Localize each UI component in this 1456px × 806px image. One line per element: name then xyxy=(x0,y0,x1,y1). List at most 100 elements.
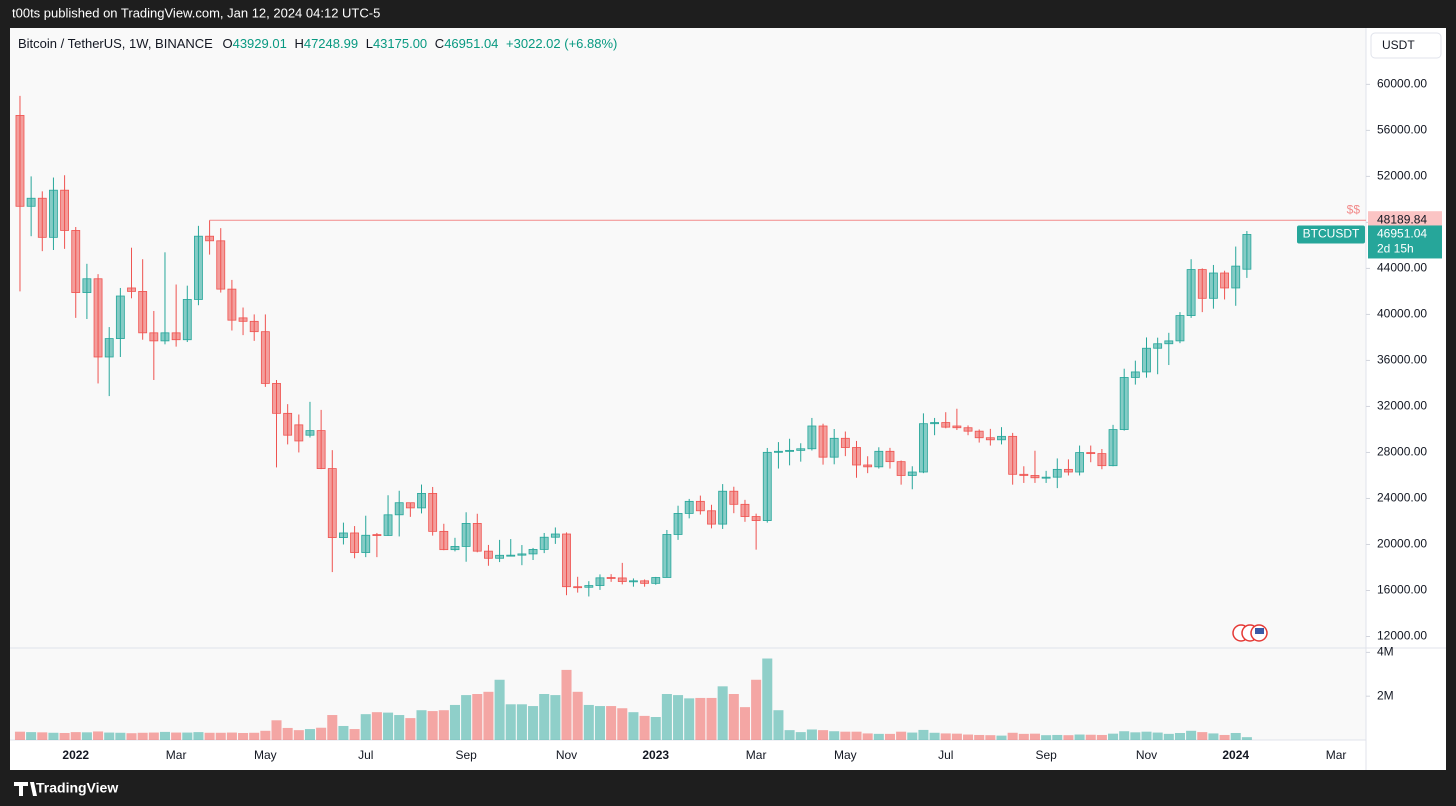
legend-title: Bitcoin / TetherUS, 1W, BINANCE xyxy=(18,36,213,51)
volume-bar xyxy=(1041,735,1052,740)
volume-bar xyxy=(171,732,182,740)
volume-bar xyxy=(539,694,550,740)
volume-bar xyxy=(1108,733,1119,740)
candle-body xyxy=(640,580,650,584)
volume-bar xyxy=(561,669,572,740)
x-tick-label: Sep xyxy=(455,748,477,762)
volume-bar xyxy=(1208,733,1219,740)
candle-body xyxy=(606,577,616,579)
volume-bar xyxy=(550,695,561,740)
volume-bar xyxy=(260,730,271,740)
candle-body xyxy=(305,430,315,436)
volume-bar xyxy=(1074,734,1085,740)
volume-bar xyxy=(896,731,907,740)
volume-bar xyxy=(594,706,605,740)
candle-body xyxy=(1075,452,1084,473)
candle-body xyxy=(272,383,281,414)
candle-body xyxy=(194,235,203,300)
y-tick-label: 52000.00 xyxy=(1377,169,1427,183)
candle-body xyxy=(260,331,270,384)
volume-bar xyxy=(963,734,974,740)
volume-bar xyxy=(717,686,728,740)
volume-bar xyxy=(371,712,382,740)
candle-body xyxy=(1186,269,1196,316)
candle-body xyxy=(584,585,594,588)
legend-low: 43175.00 xyxy=(373,36,427,51)
volume-bar xyxy=(249,732,260,740)
candle-body xyxy=(517,553,527,556)
candle-body xyxy=(840,437,850,448)
candle-body xyxy=(1130,371,1140,378)
candle-body xyxy=(205,235,215,242)
volume-bar xyxy=(940,733,951,740)
volume-bar xyxy=(282,727,293,740)
volume-bar xyxy=(974,734,985,740)
volume-bar xyxy=(405,718,416,740)
legend-letter: H xyxy=(294,36,303,51)
candle-body xyxy=(71,230,81,293)
volume-bar xyxy=(1152,732,1163,740)
volume-bar xyxy=(695,697,706,740)
legend-high: 47248.99 xyxy=(304,36,358,51)
candle-body xyxy=(1164,340,1174,345)
volume-bar xyxy=(829,731,840,740)
candle-body xyxy=(138,291,148,334)
candle-body xyxy=(417,493,426,509)
x-tick-label: May xyxy=(834,748,857,762)
event-flags[interactable] xyxy=(1232,624,1268,642)
x-tick-label: 2024 xyxy=(1222,748,1249,762)
volume-bar xyxy=(762,658,773,740)
candle-body xyxy=(160,332,170,342)
volume-bar xyxy=(661,694,672,740)
candle-body xyxy=(707,510,716,525)
candle-body xyxy=(49,189,58,238)
candle-body xyxy=(874,450,884,468)
candle-body xyxy=(907,471,917,476)
volume-bar xyxy=(1007,732,1018,740)
volume-bar xyxy=(182,732,193,740)
candle-body xyxy=(1220,272,1229,289)
volume-bar xyxy=(494,679,505,740)
candle-body xyxy=(896,461,906,476)
volume-bar xyxy=(1219,734,1230,740)
volume-bar xyxy=(773,710,784,740)
candle-body xyxy=(104,338,114,358)
x-tick-label: May xyxy=(254,748,277,762)
published-line: t00ts published on TradingView.com, Jan … xyxy=(12,5,380,20)
volume-bar xyxy=(1085,734,1096,740)
candle-body xyxy=(1097,453,1107,467)
volume-bar xyxy=(583,704,594,740)
candle-body xyxy=(26,197,36,207)
x-tick-label: Mar xyxy=(1326,748,1347,762)
candle-body xyxy=(394,502,404,516)
candle-body xyxy=(885,450,895,463)
volume-bar xyxy=(985,735,996,740)
currency-button[interactable] xyxy=(1370,32,1442,59)
y-tick-label: 20000.00 xyxy=(1377,537,1427,551)
candle-body xyxy=(1052,468,1062,478)
y-tick-label: 44000.00 xyxy=(1377,261,1427,275)
legend-letter: L xyxy=(366,36,373,51)
candle-body xyxy=(339,532,348,538)
currency-label[interactable]: USDT xyxy=(1382,38,1415,52)
volume-bar xyxy=(706,697,717,740)
candle-body xyxy=(82,278,92,293)
candle-body xyxy=(785,449,794,452)
volume-bar xyxy=(996,735,1007,740)
candle-body xyxy=(974,430,984,439)
y2-tick-label: 2M xyxy=(1377,688,1394,702)
volume-bar xyxy=(472,694,483,740)
candle-body xyxy=(729,490,739,505)
candle-body xyxy=(37,197,47,238)
legend-letter: O xyxy=(222,36,232,51)
candle-body xyxy=(562,533,571,588)
y-tick-label: 24000.00 xyxy=(1377,491,1427,505)
volume-bar xyxy=(483,691,494,740)
volume-bar xyxy=(338,725,349,740)
candle-body xyxy=(238,317,248,322)
volume-bar xyxy=(1063,735,1074,740)
candle-body xyxy=(1242,234,1252,270)
candle-body xyxy=(1108,429,1118,467)
level-label: $$ xyxy=(1347,202,1361,216)
